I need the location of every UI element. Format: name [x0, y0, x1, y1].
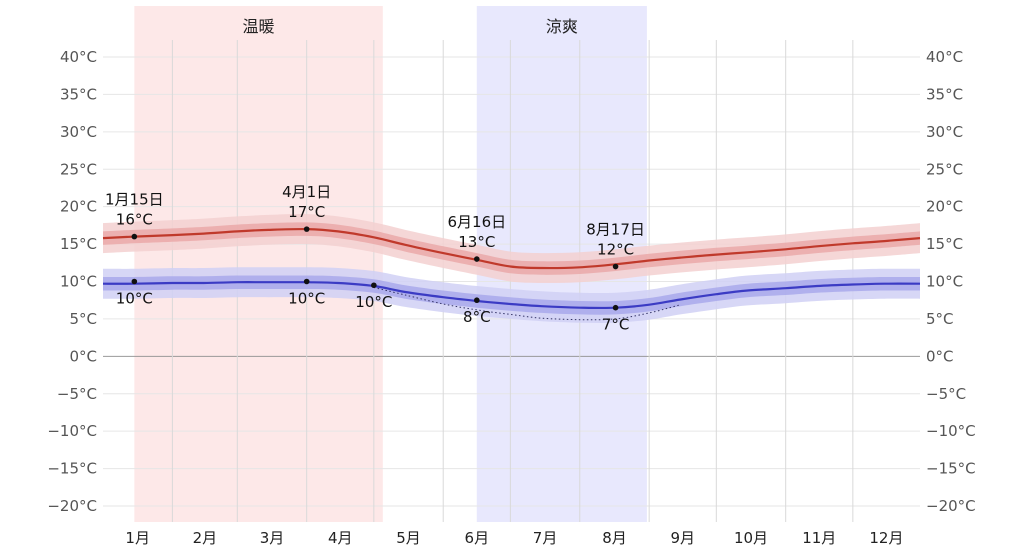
y-tick-label-left: −15°C [47, 460, 97, 478]
annotations: 16°C 1月15日 17°C 4月1日 13°C 6月16日 12°C 8月17日 10°C 1… [105, 183, 645, 334]
annotation-value-label: 10°C [288, 290, 325, 308]
y-tick-label-left: 20°C [60, 198, 97, 216]
y-tick-label-right: −15°C [926, 460, 976, 478]
y-tick-label-right: 10°C [926, 273, 963, 291]
y-tick-label-left: −5°C [57, 385, 97, 403]
annotation-date-label: 6月16日 [447, 213, 506, 231]
y-tick-label-right: 5°C [926, 310, 954, 328]
y-tick-label-left: 15°C [60, 235, 97, 253]
y-tick-label-right: −10°C [926, 422, 976, 440]
low-series-line [102, 281, 921, 310]
annotation-point [474, 256, 480, 262]
annotation-date-label: 8月17日 [586, 221, 645, 239]
high-band-inner [103, 222, 920, 275]
y-tick-label-right: 25°C [926, 160, 963, 178]
y-tick-label-left: 10°C [60, 273, 97, 291]
annotation-point [131, 233, 138, 240]
series-lines [102, 227, 921, 321]
y-tick-label-right: 40°C [926, 48, 963, 66]
y-tick-label-right: 30°C [926, 123, 963, 141]
month-label: 12月 [869, 529, 903, 547]
annotation-value-label: 16°C [116, 211, 153, 229]
annotation-value-label: 8°C [463, 308, 491, 326]
annotation-value-label: 17°C [288, 203, 325, 221]
annotation-point [474, 297, 480, 304]
season-band-0 [134, 6, 383, 522]
y-tick-label-right: 15°C [926, 235, 963, 253]
y-tick-label-left: −10°C [47, 422, 97, 440]
y-tick-label-left: 40°C [60, 48, 97, 66]
annotation-date-label: 1月15日 [105, 191, 164, 209]
y-tick-label-right: 20°C [926, 198, 963, 216]
annotation-value-label: 10°C [355, 293, 392, 311]
month-label: 10月 [734, 529, 768, 547]
annotation-point [303, 226, 310, 232]
y-tick-label-left: −20°C [47, 497, 97, 515]
month-label: 7月 [533, 529, 558, 547]
annotation-point [371, 282, 377, 289]
annotation-point [612, 304, 619, 311]
annotation-point [612, 263, 619, 270]
y-tick-label-left: 30°C [60, 123, 97, 141]
annotation-value-label: 13°C [458, 233, 495, 251]
y-tick-label-right: −5°C [926, 385, 966, 403]
y-tick-label-left: 35°C [60, 85, 97, 103]
y-tick-label-right: 0°C [926, 347, 954, 365]
month-label: 6月 [465, 529, 490, 547]
low-band-inner [103, 275, 920, 315]
annotation-date-label: 4月1日 [282, 183, 331, 201]
annotation-value-label: 12°C [597, 241, 634, 259]
y-tick-label-right: −20°C [926, 497, 976, 515]
month-label: 3月 [260, 529, 285, 547]
season-label-1: 涼爽 [546, 17, 578, 36]
high-series-line [102, 227, 921, 270]
month-label: 1月 [125, 529, 150, 547]
month-label: 9月 [670, 529, 695, 547]
annotation-point [131, 278, 138, 285]
annotation-value-label: 10°C [116, 290, 153, 308]
annotation-point [303, 278, 310, 285]
y-tick-label-right: 35°C [926, 85, 963, 103]
season-label-0: 温暖 [243, 17, 275, 36]
annotation-value-label: 7°C [602, 316, 630, 334]
y-tick-label-left: 5°C [69, 310, 97, 328]
y-tick-label-left: 25°C [60, 160, 97, 178]
month-label: 11月 [802, 529, 836, 547]
month-label: 8月 [602, 529, 627, 547]
month-label: 5月 [396, 529, 421, 547]
month-label: 2月 [193, 529, 218, 547]
axis-labels: 40°C 40°C 35°C 35°C 30°C 30°C 25°C 25°C 20°C 20°C… [47, 48, 975, 547]
y-tick-label-left: 0°C [69, 347, 97, 365]
month-label: 4月 [328, 529, 353, 547]
